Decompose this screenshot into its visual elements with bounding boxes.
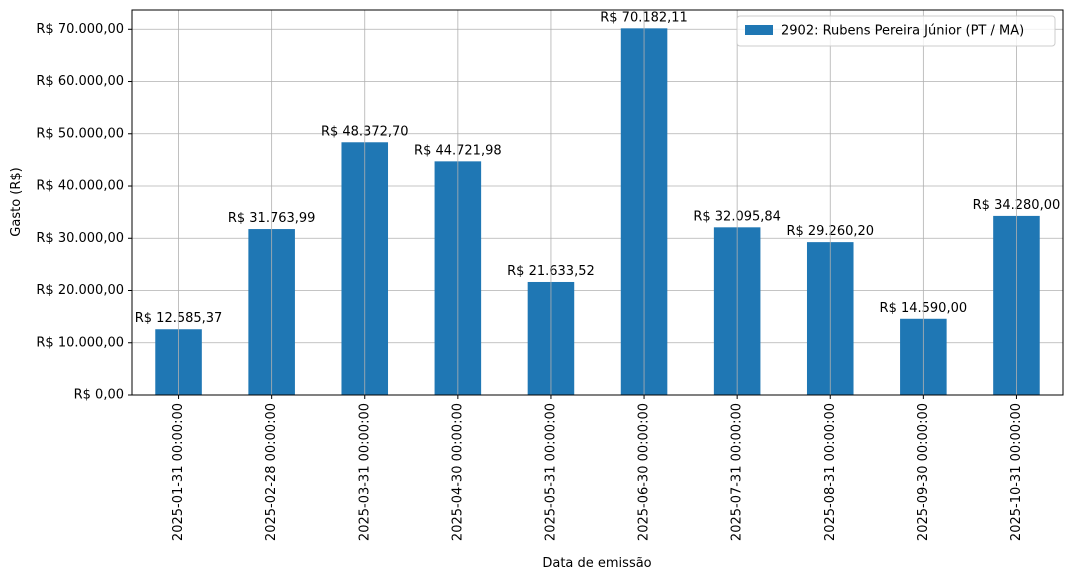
- y-tick-label: R$ 60.000,00: [36, 74, 124, 89]
- y-tick-label: R$ 0,00: [74, 388, 124, 403]
- legend-label: 2902: Rubens Pereira Júnior (PT / MA): [781, 24, 1024, 39]
- y-tick-label: R$ 70.000,00: [36, 22, 124, 37]
- x-tick-label: 2025-04-30 00:00:00: [450, 403, 465, 541]
- x-tick-label: 2025-03-31 00:00:00: [357, 403, 372, 541]
- x-tick-label: 2025-07-31 00:00:00: [730, 403, 745, 541]
- x-tick-label: 2025-01-31 00:00:00: [171, 403, 186, 541]
- x-tick-label: 2025-02-28 00:00:00: [264, 403, 279, 541]
- x-tick-label: 2025-05-31 00:00:00: [543, 403, 558, 541]
- plot-frame: [131, 9, 1064, 396]
- y-axis-label: Gasto (R$): [9, 167, 24, 236]
- y-tick-label: R$ 50.000,00: [36, 126, 124, 141]
- x-tick-label: 2025-10-31 00:00:00: [1009, 403, 1024, 541]
- y-tick-label: R$ 10.000,00: [36, 335, 124, 350]
- x-tick-label: 2025-09-30 00:00:00: [916, 403, 931, 541]
- x-axis-label: Data de emissão: [542, 556, 651, 571]
- y-tick-label: R$ 30.000,00: [36, 231, 124, 246]
- x-tick-label: 2025-08-31 00:00:00: [823, 403, 838, 541]
- y-tick-label: R$ 40.000,00: [36, 179, 124, 194]
- legend-swatch: [745, 25, 773, 35]
- legend-box: [736, 15, 1056, 47]
- x-tick-label: 2025-06-30 00:00:00: [637, 403, 652, 541]
- y-tick-label: R$ 20.000,00: [36, 283, 124, 298]
